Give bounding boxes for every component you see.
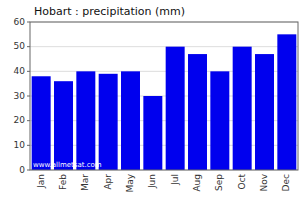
bar <box>255 54 274 170</box>
chart-title: Hobart : precipitation (mm) <box>34 5 185 18</box>
chart-svg: 0 10 20 30 40 50 60 Jan Feb Mar Apr May Jun Jul Aug Sep… <box>0 0 306 200</box>
plot-frame <box>30 22 298 170</box>
x-tick-label: Aug <box>192 174 202 192</box>
x-tick-label: Nov <box>259 173 269 191</box>
x-tick-label: Sep <box>214 174 224 191</box>
bar <box>277 34 296 170</box>
x-tick-label: Mar <box>80 174 90 191</box>
y-tick-label: 10 <box>14 140 26 150</box>
x-tick-label: Jul <box>170 174 180 186</box>
y-tick-label: 30 <box>14 91 26 101</box>
bar <box>54 81 73 170</box>
x-tick-label: Apr <box>103 174 113 190</box>
bar <box>188 54 207 170</box>
y-tick-label: 40 <box>14 66 26 76</box>
bar <box>121 71 140 170</box>
bar <box>99 74 118 170</box>
y-tick-label: 50 <box>14 41 26 51</box>
y-tick-label: 60 <box>14 17 26 27</box>
x-tick-label: Jun <box>147 174 157 189</box>
x-tick-label: May <box>125 173 135 192</box>
x-tick-label: Jan <box>36 174 46 189</box>
y-tick-label: 20 <box>14 115 26 125</box>
watermark: www.allmetsat.com <box>33 161 102 169</box>
x-tick-label: Oct <box>237 174 247 190</box>
chart-container: 0 10 20 30 40 50 60 Jan Feb Mar Apr May Jun Jul Aug Sep… <box>0 0 306 200</box>
x-tick-label: Dec <box>281 174 291 191</box>
bar <box>166 47 185 170</box>
grid-line <box>30 46 298 47</box>
bar <box>143 96 162 170</box>
bar <box>233 47 252 170</box>
bars <box>32 34 297 170</box>
y-tick-label: 0 <box>19 165 25 175</box>
bar <box>210 71 229 170</box>
bar <box>76 71 95 170</box>
bar <box>32 76 51 170</box>
x-tick-label: Feb <box>58 174 68 190</box>
